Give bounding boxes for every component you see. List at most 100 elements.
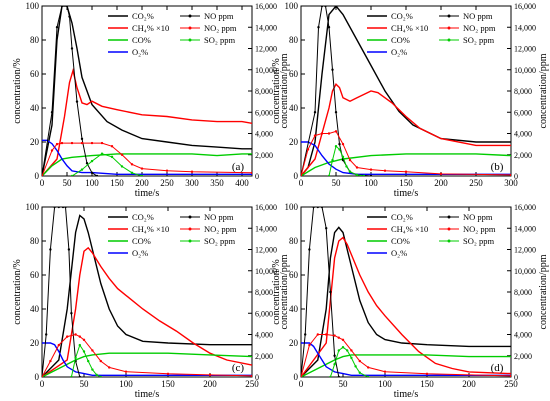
chart-panel: 0 50 100 150 200 250 30002040608010002,0004,00… [271, 1, 549, 199]
y-axis-label: concentration/% [271, 58, 282, 124]
series-point [345, 165, 348, 168]
series-line [301, 83, 511, 176]
series-point [78, 375, 81, 377]
chart-panel: 0 50 100 150 200 25002040608010002,0004,0006,… [271, 202, 549, 400]
y-tick-label: 80 [289, 236, 299, 246]
series-point [358, 371, 361, 374]
legend-label: NO ppm [204, 11, 234, 21]
series-line [42, 139, 252, 176]
series-point [325, 227, 328, 230]
y-tick-label: 80 [30, 35, 40, 45]
series-point [369, 174, 373, 176]
x-tick-label: 350 [210, 178, 224, 188]
series-point [82, 350, 86, 353]
series-point [130, 163, 134, 166]
y2-tick-label: 6,000 [255, 108, 273, 117]
series-point [333, 363, 336, 366]
x-tick-label: 150 [420, 379, 434, 389]
series-point [320, 207, 324, 209]
legend-label: CH₄% ×10 [132, 23, 169, 33]
y2-tick-label: 10,000 [255, 267, 277, 276]
series-point [55, 142, 59, 146]
legend-label: NO ppm [463, 212, 493, 222]
y2-tick-label: 14,000 [255, 224, 277, 233]
y2-tick-label: 4,000 [514, 331, 532, 340]
panel-label: (d) [491, 362, 504, 374]
series-point [331, 158, 334, 162]
series-line [42, 333, 252, 377]
legend-marker [188, 239, 192, 243]
series-point [85, 162, 89, 165]
series-line [301, 130, 511, 176]
y2-tick-label: 6,000 [255, 309, 273, 318]
y-tick-label: 40 [289, 103, 299, 113]
y2-tick-label: 12,000 [514, 45, 536, 54]
series-point [337, 375, 340, 377]
y2-axis-label: concentration/ppm [279, 254, 290, 329]
legend-label: SO₂ ppm [204, 236, 235, 246]
series-point [165, 169, 169, 172]
y-tick-label: 60 [289, 69, 299, 79]
legend-label: CH₄% ×10 [132, 224, 169, 234]
legend-label: O₂% [391, 47, 407, 57]
legend-right: NO ppm NO₂ ppm SO₂ ppm [439, 212, 496, 246]
series-point [355, 173, 359, 176]
series-point [50, 111, 54, 114]
series-point [316, 207, 319, 209]
series-point [346, 349, 349, 352]
series-point [327, 26, 331, 29]
series-point [316, 333, 319, 336]
x-tick-label: 0 [40, 178, 45, 188]
legend-label: CO% [391, 236, 410, 246]
y2-tick-label: 8,000 [514, 288, 532, 297]
x-tick-label: 200 [203, 379, 217, 389]
series-point [55, 26, 59, 29]
series-point [66, 335, 69, 338]
y2-axis-label: concentration/ppm [538, 254, 549, 329]
legend-label: O₂% [132, 248, 148, 258]
series-point [337, 349, 340, 352]
series-point [91, 349, 94, 352]
series-point [80, 168, 84, 171]
series-point [354, 365, 357, 368]
y2-tick-label: 2,000 [514, 352, 532, 361]
x-tick-label: 200 [462, 379, 476, 389]
legend-label: SO₂ ppm [463, 35, 494, 45]
legend-marker [447, 239, 451, 243]
y2-tick-label: 12,000 [255, 246, 277, 255]
y-tick-label: 40 [30, 103, 40, 113]
series-point [80, 141, 84, 145]
y2-tick-label: 10,000 [255, 66, 277, 75]
legend-right: NO ppm NO₂ ppm SO₂ ppm [439, 11, 496, 45]
series-point [99, 359, 103, 363]
y2-tick-label: 14,000 [514, 224, 536, 233]
series-point [320, 132, 324, 135]
series-point [61, 207, 65, 209]
x-tick-label: 100 [85, 178, 99, 188]
legend-label: CO₂% [132, 11, 154, 21]
series-point [75, 100, 79, 103]
y2-tick-label: 14,000 [255, 23, 277, 32]
x-tick-label: 200 [434, 178, 448, 188]
series-point [100, 152, 104, 155]
legend-label: CH₄% ×10 [391, 23, 428, 33]
y2-tick-label: 4,000 [255, 331, 273, 340]
series-line [301, 354, 511, 377]
series-line [301, 6, 372, 176]
series-point [166, 372, 170, 376]
series-point [190, 170, 194, 173]
legend-marker [447, 38, 451, 42]
x-axis-label: time/s [135, 389, 160, 400]
series-point [341, 142, 345, 146]
legend-marker [447, 26, 451, 30]
y2-tick-label: 0 [514, 373, 518, 382]
series-point [60, 141, 64, 145]
y-tick-label: 60 [289, 270, 299, 280]
legend-left: CO₂% CH₄% ×10 CO% O₂% [367, 11, 428, 57]
series-line [42, 6, 98, 176]
series-point [327, 174, 331, 176]
series-point [334, 111, 338, 114]
series-line [42, 246, 252, 377]
x-axis-label: time/s [135, 188, 160, 199]
series-point [355, 166, 359, 169]
